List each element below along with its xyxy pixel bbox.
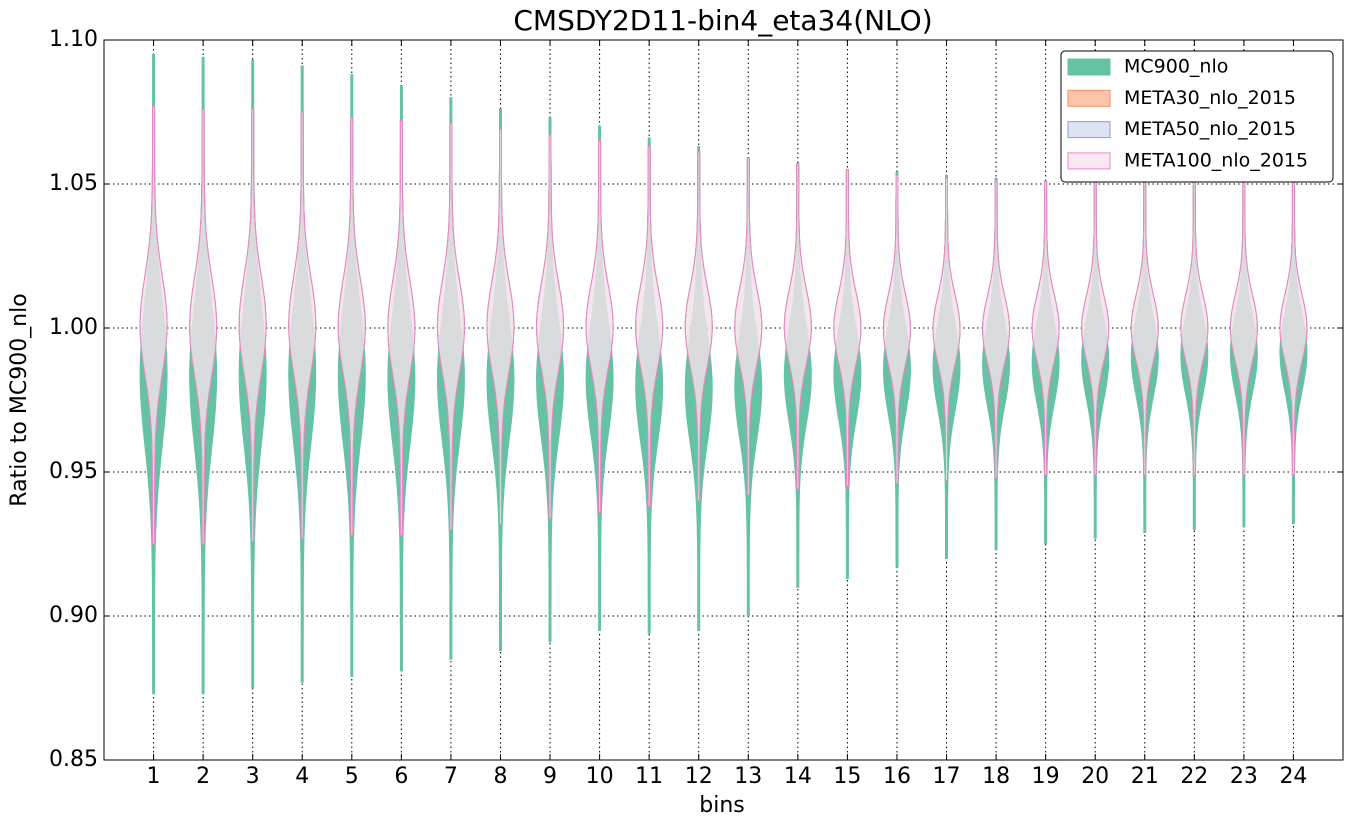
x-tick-label: 5: [345, 764, 359, 789]
violin: [1031, 180, 1060, 476]
legend-swatch: [1067, 152, 1111, 170]
violin: [436, 123, 465, 531]
x-axis-label: bins: [699, 793, 744, 818]
x-tick-label: 22: [1180, 764, 1208, 789]
violin: [932, 174, 961, 559]
legend-swatch: [1067, 89, 1111, 107]
violin: [684, 151, 713, 502]
legend: MC900_nlo META30_nlo_2015 META50_nlo_2015 M…: [1060, 50, 1334, 183]
legend-label: META100_nlo_2015: [1124, 149, 1308, 171]
violin: [238, 108, 267, 542]
violin: [932, 177, 961, 482]
violin: [982, 180, 1011, 479]
x-tick-label: 23: [1230, 764, 1258, 789]
y-axis-label: Ratio to MC900_nlo: [7, 293, 32, 506]
violin: [139, 105, 168, 545]
x-tick-label: 17: [933, 764, 961, 789]
x-tick-label: 21: [1131, 764, 1159, 789]
x-tick-label: 9: [543, 764, 557, 789]
x-tick-label: 18: [982, 764, 1010, 789]
legend-label: MC900_nlo: [1124, 56, 1228, 78]
x-tick-label: 2: [196, 764, 210, 789]
violin: [783, 163, 812, 490]
violin: [139, 53, 168, 695]
violin: [238, 59, 267, 689]
violin: [288, 65, 317, 683]
violin: [982, 177, 1011, 551]
legend-label: META50_nlo_2015: [1124, 118, 1296, 140]
violin: [535, 134, 565, 519]
y-tick-label: 1.05: [49, 171, 98, 196]
violin: [486, 108, 515, 652]
y-tick-label: 1.10: [49, 27, 98, 52]
violin: [882, 174, 912, 484]
violin: [288, 111, 317, 539]
violin: [486, 128, 515, 525]
x-tick-label: 7: [444, 764, 458, 789]
violin: [535, 117, 565, 643]
y-tick-label: 0.90: [49, 603, 98, 628]
violin: [189, 108, 218, 545]
violin: [436, 97, 465, 660]
legend-swatch: [1067, 121, 1111, 139]
y-tick-label: 0.85: [49, 747, 98, 772]
chart-title: CMSDY2D11-bin4_eta34(NLO): [513, 4, 932, 37]
violin: [337, 74, 366, 677]
x-tick-label: 12: [685, 764, 713, 789]
x-tick-label: 11: [635, 764, 663, 789]
violin: [387, 120, 416, 536]
violin: [189, 56, 218, 695]
violin: [387, 85, 416, 672]
x-tick-label: 13: [734, 764, 762, 789]
y-tick-label: 1.00: [49, 315, 98, 340]
x-tick-label: 16: [883, 764, 911, 789]
x-tick-label: 19: [1032, 764, 1060, 789]
violin: [882, 172, 912, 568]
x-tick-label: 24: [1279, 764, 1307, 789]
violin: [585, 140, 614, 513]
violin: [734, 157, 763, 496]
legend-swatch: [1067, 58, 1111, 76]
violin: [635, 146, 664, 508]
x-tick-label: 10: [586, 764, 614, 789]
violin: [337, 117, 366, 536]
x-tick-label: 4: [295, 764, 309, 789]
violin: [684, 146, 713, 631]
x-tick-label: 14: [784, 764, 812, 789]
violin: [585, 125, 614, 631]
legend-box: [1060, 50, 1334, 183]
x-tick-label: 1: [147, 764, 161, 789]
x-tick-label: 8: [493, 764, 507, 789]
legend-label: META30_nlo_2015: [1124, 87, 1296, 109]
x-tick-label: 15: [833, 764, 861, 789]
plot-frame: [103, 39, 1344, 761]
x-tick-label: 20: [1081, 764, 1109, 789]
violin: [833, 169, 862, 487]
y-tick-label: 0.95: [49, 459, 98, 484]
x-tick-label: 3: [246, 764, 260, 789]
violin: [635, 137, 664, 634]
x-tick-label: 6: [394, 764, 408, 789]
